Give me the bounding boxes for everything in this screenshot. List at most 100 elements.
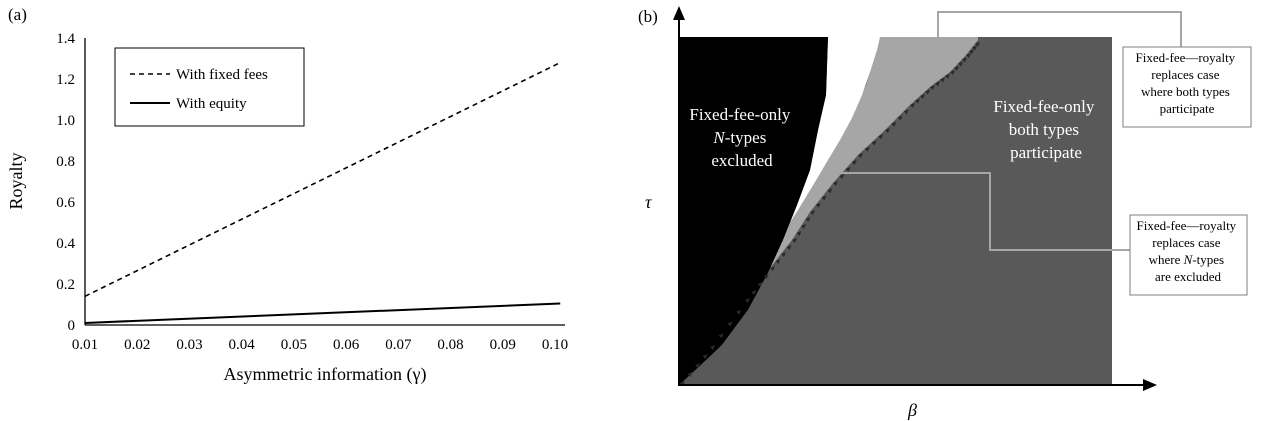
panel-b: (b) τ β Fixed-fee-only N-types excluded … bbox=[638, 6, 1252, 420]
boundary-step-marker bbox=[954, 65, 959, 71]
y-tick-label: 1.2 bbox=[56, 72, 75, 88]
x-tick-label: 0.05 bbox=[281, 337, 307, 353]
callout-2-line-4: are excluded bbox=[1155, 269, 1222, 284]
boundary-step-marker bbox=[757, 282, 763, 287]
boundary-step-marker bbox=[792, 238, 797, 243]
boundary-step-marker bbox=[962, 57, 967, 63]
boundary-step-marker bbox=[891, 121, 897, 127]
boundary-step-marker bbox=[903, 109, 909, 115]
boundary-step-marker bbox=[910, 103, 915, 108]
boundary-step-marker bbox=[815, 202, 821, 208]
boundary-step-marker bbox=[966, 53, 971, 58]
boundary-step-marker bbox=[958, 61, 963, 67]
x-tick-label: 0.06 bbox=[333, 337, 360, 353]
boundary-step-marker bbox=[845, 167, 851, 172]
region-royalty-replaces-excluded bbox=[680, 37, 978, 383]
boundary-step-marker bbox=[972, 45, 977, 51]
x-tick-label: 0.08 bbox=[437, 337, 463, 353]
panel-a-legend: With fixed fees With equity bbox=[114, 47, 305, 127]
region-label-both-line-1: Fixed-fee-only bbox=[993, 97, 1095, 116]
panel-a-x-ticks: 0.01 0.02 0.03 0.04 0.05 0.06 0.07 0.08 0.09 0.10 bbox=[72, 337, 568, 353]
boundary-step-marker bbox=[851, 160, 857, 165]
region-label-n-types: types bbox=[730, 128, 766, 147]
region-n-types-excluded bbox=[679, 37, 828, 384]
callout-2-where: where bbox=[1149, 252, 1184, 267]
boundary-step-marker bbox=[736, 309, 742, 315]
boundary-step-marker bbox=[710, 345, 715, 350]
x-tick-label: 0.01 bbox=[72, 337, 98, 353]
y-tick-label: 0 bbox=[68, 318, 76, 334]
region-label-both-line-3: participate bbox=[1010, 143, 1082, 162]
boundary-step-marker bbox=[864, 146, 870, 152]
boundary-step-marker bbox=[930, 85, 935, 90]
boundary-step-marker bbox=[796, 231, 802, 236]
boundary-step-marker bbox=[925, 89, 930, 95]
region-label-both-types: Fixed-fee-only both types participate bbox=[993, 97, 1098, 162]
region-label-n-line-2: N-types bbox=[712, 128, 766, 147]
panel-a-label: (a) bbox=[8, 5, 27, 24]
boundary-step-marker bbox=[801, 224, 806, 229]
callout-1-box bbox=[1122, 46, 1252, 128]
legend-label-with-equity: With equity bbox=[176, 96, 247, 112]
boundary-step-marker bbox=[945, 73, 950, 79]
boundary-step-marker bbox=[833, 181, 838, 186]
boundary-step-marker bbox=[763, 274, 769, 279]
boundary-step-marker bbox=[950, 70, 955, 75]
callout-2-line-2: replaces case bbox=[1152, 235, 1220, 250]
boundary-step-marker bbox=[781, 252, 786, 257]
boundary-step-marker bbox=[821, 195, 827, 201]
boundary-step-marker bbox=[839, 174, 845, 179]
boundary-step-marker bbox=[770, 266, 775, 271]
boundary-step-marker bbox=[940, 77, 945, 83]
series-line-with-equity bbox=[84, 302, 561, 324]
callout-2-text: Fixed-fee—royalty replaces case where N-… bbox=[1137, 218, 1240, 284]
boundary-step-marker bbox=[871, 140, 877, 146]
region-boundary-steps bbox=[680, 41, 980, 386]
series-line-with-fixed-fees bbox=[84, 61, 561, 298]
boundary-step-marker bbox=[786, 245, 792, 250]
boundary-step-marker bbox=[969, 49, 974, 55]
x-tick-label: 0.07 bbox=[385, 337, 412, 353]
boundary-step-marker bbox=[775, 259, 781, 264]
x-tick-label: 0.03 bbox=[176, 337, 202, 353]
callout-2-line-1: Fixed-fee—royalty bbox=[1137, 218, 1237, 233]
x-tick-label: 0.04 bbox=[229, 337, 256, 353]
callout-1-text: Fixed-fee—royalty replaces case where bo… bbox=[1136, 50, 1239, 116]
boundary-step-marker bbox=[805, 217, 811, 222]
region-label-n-line-3: excluded bbox=[711, 151, 773, 170]
y-tick-label: 0.8 bbox=[56, 154, 75, 170]
boundary-step-marker bbox=[858, 153, 863, 158]
y-tick-label: 1.4 bbox=[56, 31, 75, 47]
boundary-step-marker bbox=[702, 354, 708, 359]
callout-1-line-1: Fixed-fee—royalty bbox=[1136, 50, 1236, 65]
boundary-step-marker bbox=[680, 381, 685, 386]
region-label-n-italic: N- bbox=[712, 128, 730, 147]
boundary-step-marker bbox=[920, 94, 925, 99]
boundary-step-marker bbox=[915, 98, 920, 104]
panel-b-y-axis-label: τ bbox=[645, 192, 652, 212]
callout-1-line-4: participate bbox=[1160, 101, 1215, 116]
y-tick-label: 1.0 bbox=[56, 113, 75, 129]
boundary-step-marker bbox=[745, 298, 750, 303]
panel-a-x-axis-label: Asymmetric information (γ) bbox=[224, 364, 427, 385]
boundary-step-marker bbox=[878, 134, 884, 140]
region-label-n-types-excluded: Fixed-fee-only N-types excluded bbox=[689, 105, 794, 170]
region-label-both-line-2: both types bbox=[1009, 120, 1079, 139]
callout-2-box bbox=[1129, 214, 1248, 296]
boundary-step-marker bbox=[827, 188, 833, 194]
panel-a: (a) 00.20.40.60.81.01.21.4 0.01 0.02 0.03 0… bbox=[6, 5, 568, 385]
callout-2-italic: N- bbox=[1183, 252, 1197, 267]
callout-1-connector bbox=[937, 11, 1182, 47]
panel-a-y-ticks: 0 0.2 0.4 0.6 0.8 1.0 1.2 1.4 bbox=[56, 31, 75, 334]
callout-2-connector bbox=[827, 172, 1130, 251]
callout-1-line-3: where both types bbox=[1141, 84, 1230, 99]
boundary-step-marker bbox=[885, 128, 890, 133]
panel-b-label: (b) bbox=[638, 7, 658, 26]
boundary-step-marker bbox=[975, 41, 980, 47]
panel-a-y-axis-label: Royalty bbox=[6, 153, 26, 210]
region-label-n-line-1: Fixed-fee-only bbox=[689, 105, 791, 124]
callout-2-line-3: where N-types bbox=[1149, 252, 1224, 267]
x-tick-label: 0.10 bbox=[542, 337, 568, 353]
panel-b-y-axis-arrow bbox=[673, 6, 685, 20]
